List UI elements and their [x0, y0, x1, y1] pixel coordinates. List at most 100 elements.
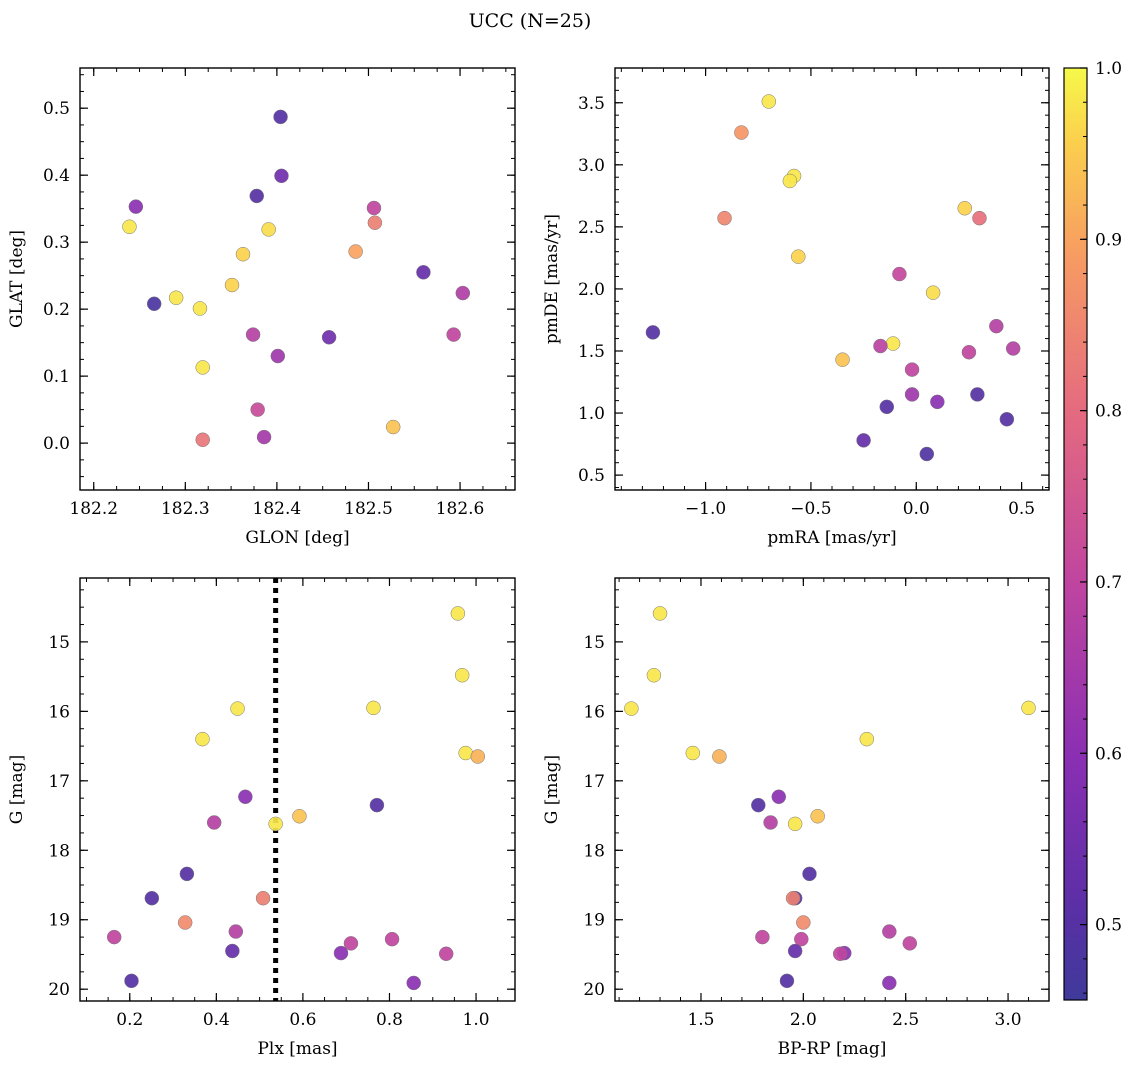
data-point	[755, 929, 770, 945]
x-tick-label: 182.3	[161, 499, 210, 519]
data-point	[179, 866, 195, 882]
data-point	[225, 943, 240, 959]
data-point	[270, 348, 286, 364]
data-point	[273, 109, 288, 125]
data-point	[717, 210, 732, 226]
y-axis-label: G [mag]	[7, 755, 27, 824]
data-point	[645, 325, 661, 340]
data-point	[144, 890, 160, 906]
panel-bprp-g: 1.5 2.0 2.5 3.0 15 16 17 18 19 20 BP-RP [mag] G [ma…	[542, 577, 1050, 1059]
data-point	[787, 943, 803, 959]
data-point	[333, 945, 349, 961]
data-point	[255, 890, 271, 906]
panel-pmra-pmde: −1.0 −0.5 0.0 0.5 0.5 1.0 1.5 2.0 2.5 3.0 3.5 pmRA …	[542, 67, 1050, 548]
data-point	[1005, 341, 1021, 356]
data-point	[989, 318, 1004, 334]
data-point	[904, 387, 920, 402]
data-point	[195, 432, 210, 448]
data-point	[366, 700, 381, 716]
y-tick-label: 15	[583, 633, 605, 653]
data-point	[446, 327, 461, 342]
y-tick-label: 0.3	[43, 233, 70, 253]
data-point	[835, 352, 850, 367]
data-point	[268, 816, 283, 832]
data-point	[455, 285, 471, 301]
data-point	[235, 246, 251, 262]
data-point	[458, 745, 473, 761]
x-axis-label: GLON [deg]	[245, 528, 349, 548]
data-point	[787, 816, 803, 832]
x-tick-label: 0.5	[1008, 499, 1035, 519]
colorbar-tick-label: 0.7	[1095, 573, 1122, 593]
y-axis-label: GLAT [deg]	[7, 230, 27, 328]
data-point	[406, 975, 421, 991]
x-tick-label: 182.2	[69, 499, 118, 519]
x-axis-label: pmRA [mas/yr]	[767, 528, 896, 548]
data-point	[957, 201, 972, 216]
x-tick-label: 3.0	[995, 1010, 1022, 1030]
data-point	[238, 789, 253, 805]
data-point	[128, 199, 144, 214]
data-point	[685, 745, 701, 761]
data-point	[256, 429, 272, 445]
y-tick-label: 17	[583, 772, 605, 792]
data-point	[450, 606, 466, 621]
colorbar-tick-label: 0.5	[1095, 916, 1122, 936]
data-point	[249, 188, 264, 204]
x-tick-label: −1.0	[685, 499, 726, 519]
data-point	[810, 808, 825, 824]
y-tick-label: 1.5	[578, 342, 605, 362]
data-point	[794, 931, 809, 947]
data-point	[930, 394, 945, 410]
data-point	[454, 667, 470, 683]
data-point	[652, 606, 668, 621]
data-point	[106, 929, 122, 945]
y-tick-label: 20	[48, 980, 70, 1000]
figure-title: UCC (N=25)	[469, 10, 592, 32]
y-tick-label: 2.5	[578, 218, 605, 238]
y-tick-label: 0.0	[43, 434, 70, 454]
data-point	[384, 931, 400, 947]
x-tick-label: 2.5	[892, 1010, 919, 1030]
data-point	[859, 731, 875, 747]
y-tick-label: 16	[48, 702, 70, 722]
data-point	[791, 249, 806, 264]
y-tick-label: 2.0	[578, 280, 605, 300]
data-point	[1021, 700, 1036, 716]
data-point	[771, 789, 787, 805]
y-tick-label: 3.0	[578, 156, 605, 176]
data-point	[146, 296, 162, 312]
x-tick-label: 182.4	[253, 499, 302, 519]
data-point	[292, 808, 307, 824]
y-tick-label: 0.4	[43, 166, 70, 186]
data-point	[228, 924, 244, 939]
x-tick-label: 0.0	[903, 499, 930, 519]
colorbar-tick-label: 0.6	[1095, 744, 1122, 764]
data-point	[796, 915, 811, 930]
data-point	[646, 667, 662, 683]
data-point	[470, 749, 486, 764]
y-tick-label: 20	[583, 980, 605, 1000]
data-point	[832, 946, 848, 962]
data-point	[734, 125, 749, 140]
data-point	[367, 215, 383, 230]
data-point	[177, 915, 193, 930]
data-point	[904, 362, 920, 377]
data-point	[961, 344, 977, 360]
data-point	[385, 419, 401, 435]
y-axis-label: G [mag]	[542, 755, 562, 824]
data-point	[856, 433, 871, 448]
y-tick-label: 16	[583, 702, 605, 722]
y-tick-label: 0.1	[43, 367, 70, 387]
data-point	[250, 402, 265, 417]
axes-frame	[79, 577, 516, 1002]
data-point	[274, 168, 289, 184]
x-tick-label: 0.2	[116, 1010, 143, 1030]
data-point	[348, 244, 363, 259]
data-point	[882, 975, 897, 991]
data-point	[763, 815, 778, 830]
colorbar: 0.5 0.6 0.7 0.8 0.9 1.0	[1063, 59, 1122, 1001]
data-point	[206, 815, 222, 830]
data-point	[261, 222, 276, 237]
